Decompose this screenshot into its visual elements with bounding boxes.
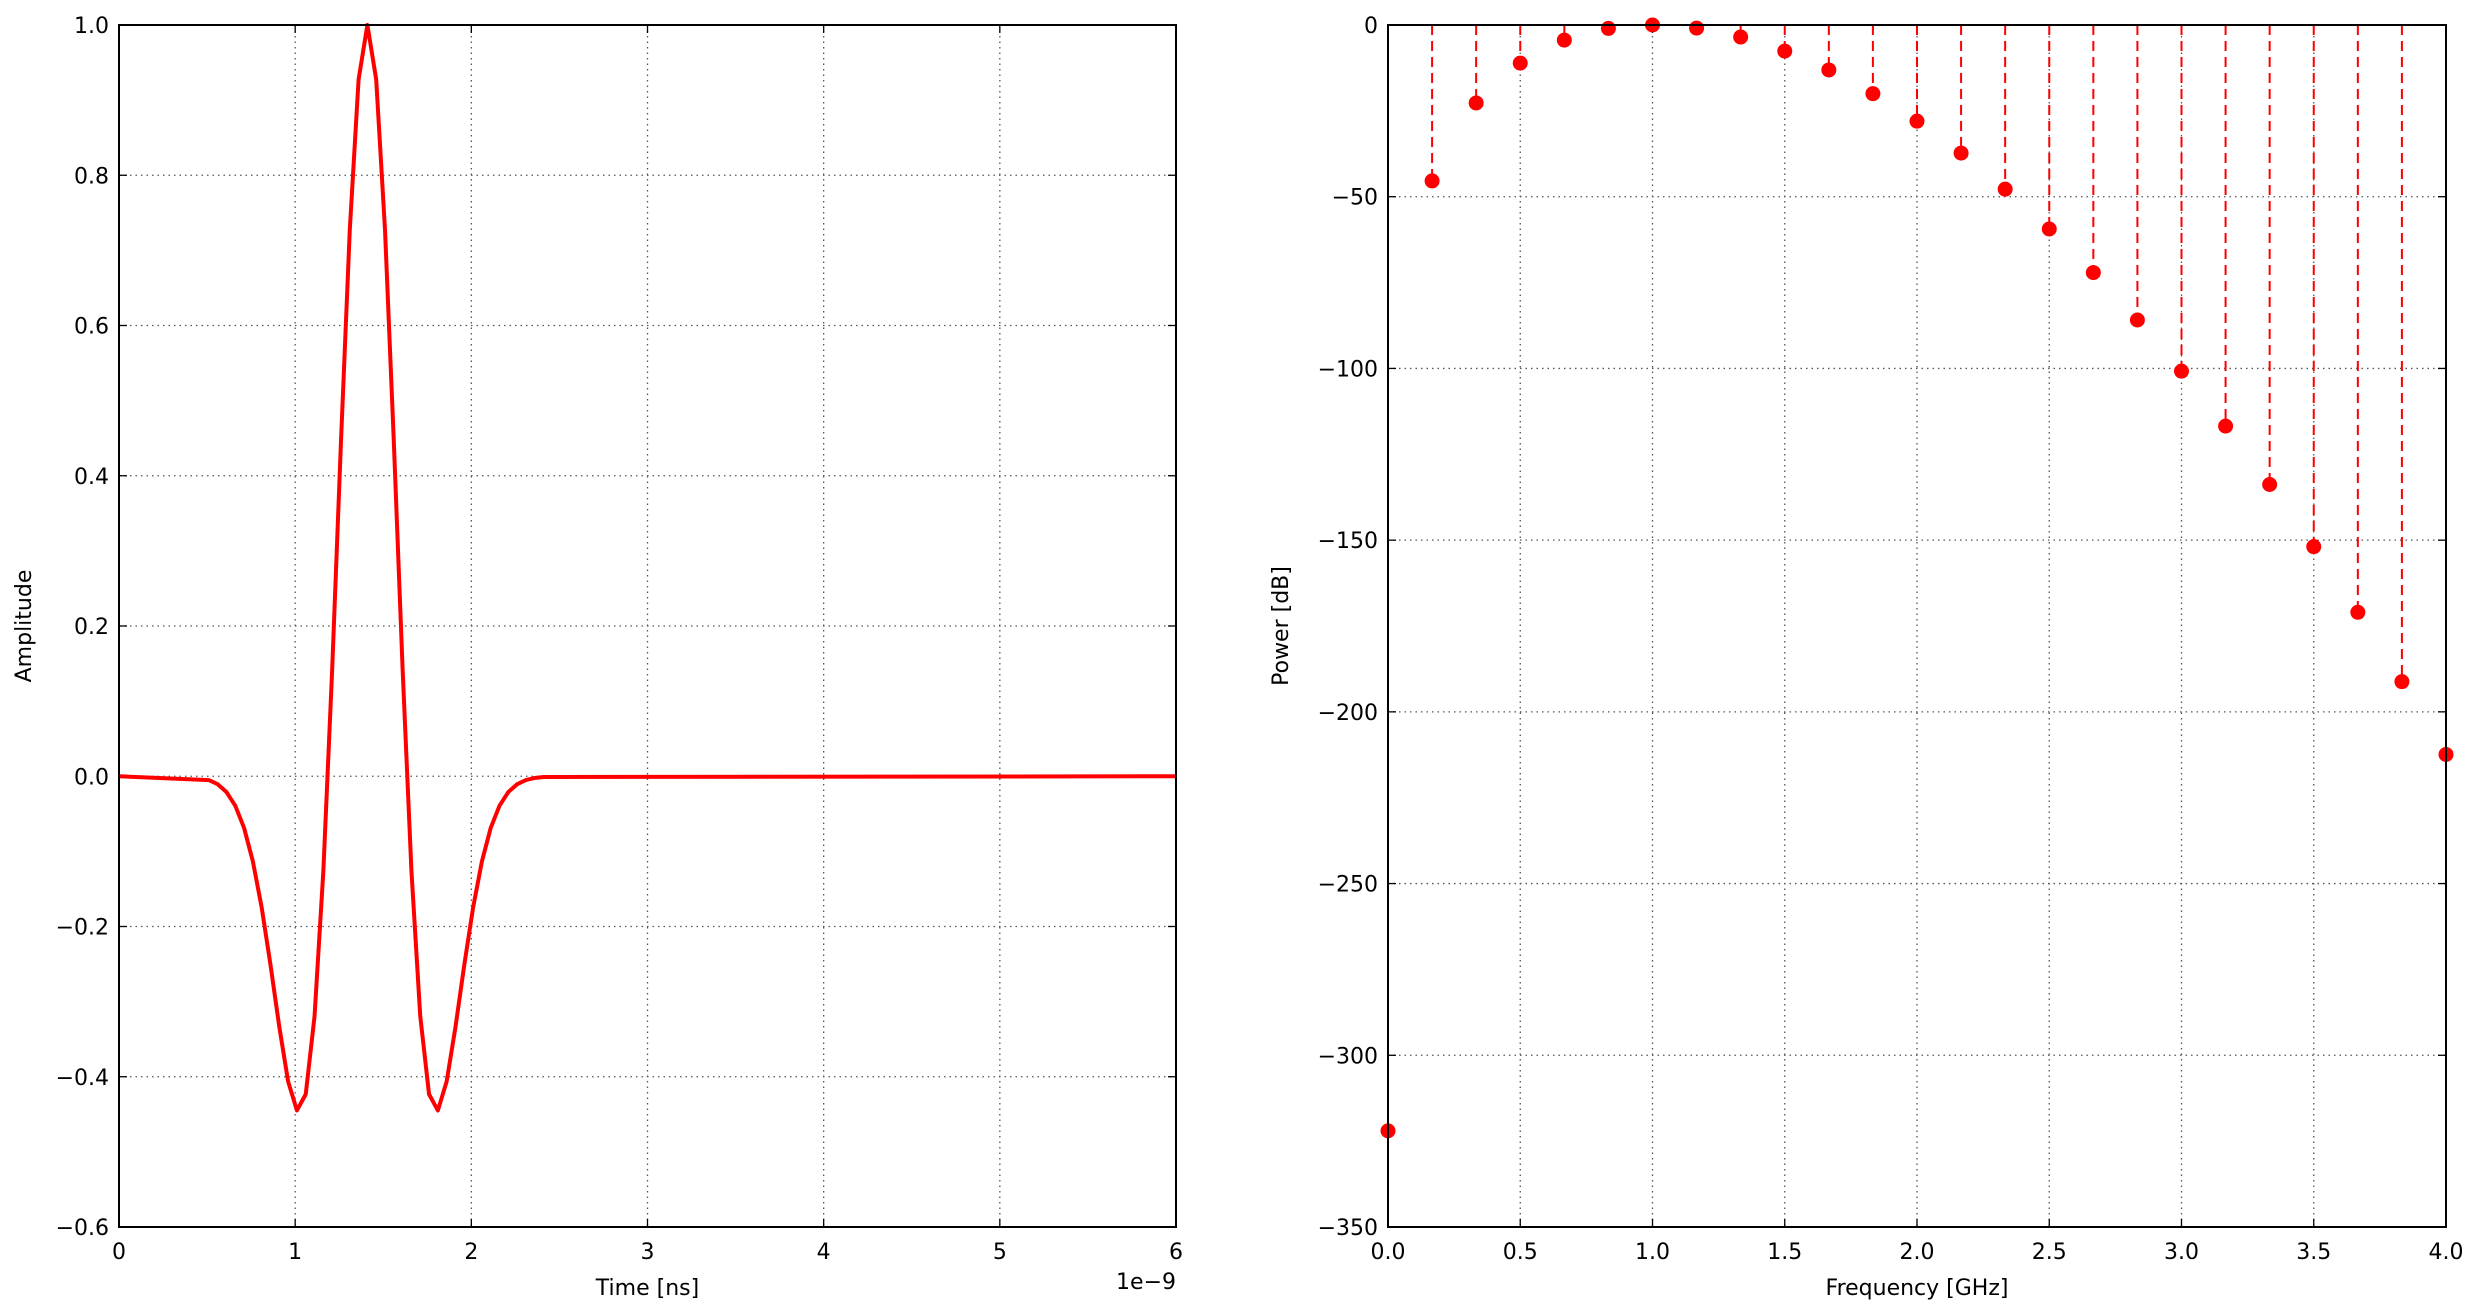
x-tick-label: 1.0	[1635, 1240, 1670, 1265]
stem-marker	[1468, 95, 1484, 111]
stem-marker	[2174, 363, 2189, 379]
y-axis-label: Amplitude	[12, 570, 37, 683]
stem-marker	[1821, 62, 1837, 78]
stem-marker	[1556, 32, 1572, 48]
y-tick-label: 0.0	[74, 765, 109, 790]
stem-marker	[2041, 221, 2057, 237]
stem-marker	[1909, 113, 1925, 129]
y-tick-label: 0.8	[74, 164, 109, 189]
y-tick-label: 0.6	[74, 315, 109, 340]
y-tick-label: 0	[1364, 14, 1378, 39]
plot-frame	[1387, 24, 2447, 1228]
y-tick-label: −0.2	[56, 916, 109, 941]
stem-marker	[1689, 20, 1705, 36]
x-axis-label: Frequency [GHz]	[1826, 1276, 2009, 1301]
y-tick-label: −0.4	[56, 1066, 109, 1091]
y-tick-label: 0.4	[74, 465, 109, 490]
stem-marker	[2262, 477, 2278, 493]
stem-marker	[2394, 674, 2410, 690]
plot-frame	[118, 24, 1177, 1228]
x-tick-label: 1	[288, 1240, 302, 1265]
stem-marker	[1953, 145, 1969, 161]
y-tick-label: −50	[1332, 186, 1378, 211]
y-axis-label: Power [dB]	[1269, 566, 1294, 686]
y-tick-label: −150	[1318, 529, 1378, 554]
x-tick-label: 5	[993, 1240, 1007, 1265]
y-tick-label: 0.2	[74, 615, 109, 640]
x-tick-label: 2	[464, 1240, 478, 1265]
stem-marker	[1733, 29, 1749, 45]
stem-marker	[1997, 181, 2013, 197]
y-tick-label: −300	[1318, 1044, 1378, 1069]
stem-marker	[2306, 539, 2322, 555]
x-offset-label: 1e−9	[1116, 1270, 1176, 1295]
stem-marker	[1865, 86, 1881, 102]
y-tick-label: −200	[1318, 701, 1378, 726]
x-tick-label: 3.5	[2296, 1240, 2331, 1265]
x-tick-label: 0	[112, 1240, 126, 1265]
x-tick-label: 4.0	[2429, 1240, 2464, 1265]
x-tick-label: 6	[1169, 1240, 1183, 1265]
y-tick-label: 1.0	[74, 14, 109, 39]
x-tick-label: 1.5	[1767, 1240, 1802, 1265]
stem-marker	[2218, 418, 2234, 434]
stem-marker	[2129, 312, 2145, 328]
x-tick-label: 3	[641, 1240, 655, 1265]
stem-marker	[2350, 604, 2366, 620]
y-tick-label: −0.6	[56, 1216, 109, 1241]
x-tick-label: 2.0	[1900, 1240, 1935, 1265]
x-tick-label: 0.5	[1503, 1240, 1538, 1265]
x-tick-label: 2.5	[2032, 1240, 2067, 1265]
x-axis-label: Time [ns]	[595, 1276, 699, 1301]
stem-marker	[1600, 20, 1616, 36]
stem-marker	[1777, 43, 1793, 59]
y-tick-label: −250	[1318, 873, 1378, 898]
y-tick-label: −100	[1318, 357, 1378, 382]
stem-marker	[2085, 265, 2101, 281]
x-tick-label: 3.0	[2164, 1240, 2199, 1265]
x-tick-label: 0.0	[1371, 1240, 1406, 1265]
stem-marker	[1424, 173, 1440, 189]
stem-marker	[1512, 55, 1528, 71]
line	[118, 23, 1177, 1113]
x-tick-label: 4	[817, 1240, 831, 1265]
y-tick-label: −350	[1318, 1216, 1378, 1241]
